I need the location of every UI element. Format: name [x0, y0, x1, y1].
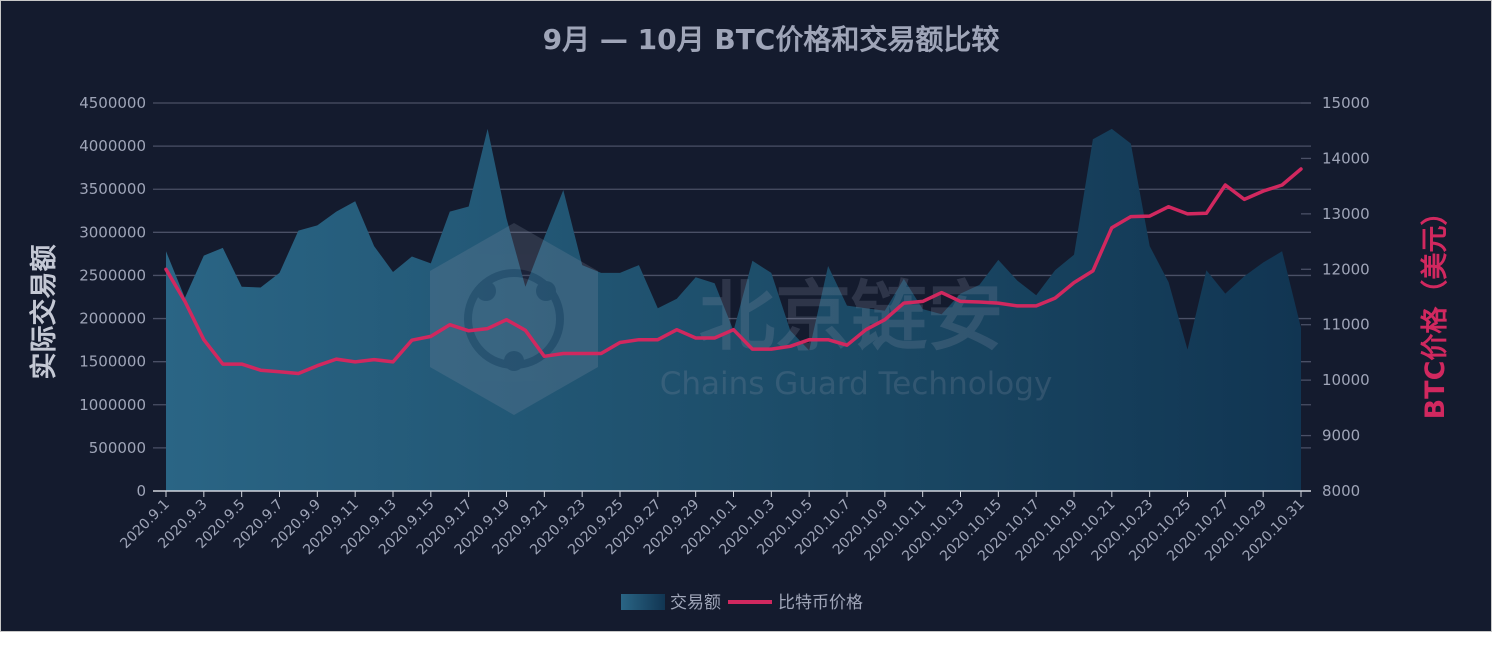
watermark-node [476, 281, 496, 301]
watermark-cn-text: 北京链安 [699, 272, 1003, 361]
chart-svg: 9月 — 10月 BTC价格和交易额比较 0 500000 1000000 15000… [28, 23, 1451, 613]
watermark-node [536, 281, 556, 301]
chart-frame: 9月 — 10月 BTC价格和交易额比较 0 500000 1000000 15000… [0, 0, 1492, 632]
x-axis-ticks: 2020.9.12020.9.32020.9.52020.9.72020.9.9… [117, 491, 1308, 565]
watermark-node [504, 351, 524, 371]
watermark: 北京链安 Chains Guard Technology [430, 223, 1052, 415]
left-tick-label: 2000000 [79, 310, 146, 328]
watermark-hexagon [430, 223, 598, 415]
volume-area [166, 128, 1301, 491]
volume-area-layer [166, 128, 1301, 491]
right-tick-label: 13000 [1322, 205, 1370, 223]
right-axis-ticks: 8000 9000 10000 11000 12000 13000 14000 15000 [1301, 94, 1370, 500]
left-tick-label: 1000000 [79, 396, 146, 414]
left-tick-label: 4000000 [79, 137, 146, 155]
legend-area-swatch[interactable] [621, 594, 665, 610]
right-tick-label: 8000 [1322, 482, 1360, 500]
chart-title: 9月 — 10月 BTC价格和交易额比较 [543, 23, 1000, 56]
right-axis-label: BTC价格（美元） [1419, 199, 1451, 420]
watermark-ring [464, 269, 564, 369]
left-tick-label: 1500000 [79, 353, 146, 371]
left-tick-label: 3000000 [79, 223, 146, 241]
left-tick-label: 4500000 [79, 94, 146, 112]
right-tick-label: 10000 [1322, 371, 1370, 389]
left-tick-label: 0 [136, 482, 146, 500]
right-tick-label: 14000 [1322, 149, 1370, 167]
legend-area-label[interactable]: 交易额 [670, 593, 721, 613]
right-tick-label: 11000 [1322, 316, 1370, 334]
right-tick-label: 12000 [1322, 260, 1370, 278]
legend-line-label[interactable]: 比特币价格 [778, 593, 863, 613]
right-tick-label: 9000 [1322, 427, 1360, 445]
left-tick-label: 3500000 [79, 180, 146, 198]
left-axis-label: 实际交易额 [28, 245, 60, 380]
left-axis-ticks: 0 500000 1000000 1500000 2000000 2500000 30000… [79, 94, 146, 500]
left-tick-label: 500000 [89, 439, 146, 457]
watermark-en-text: Chains Guard Technology [660, 366, 1053, 402]
price-line [164, 167, 1303, 376]
legend[interactable]: 交易额 比特币价格 [621, 593, 863, 613]
left-tick-label: 2500000 [79, 266, 146, 284]
price-line-layer [164, 167, 1303, 376]
right-tick-label: 15000 [1322, 94, 1370, 112]
